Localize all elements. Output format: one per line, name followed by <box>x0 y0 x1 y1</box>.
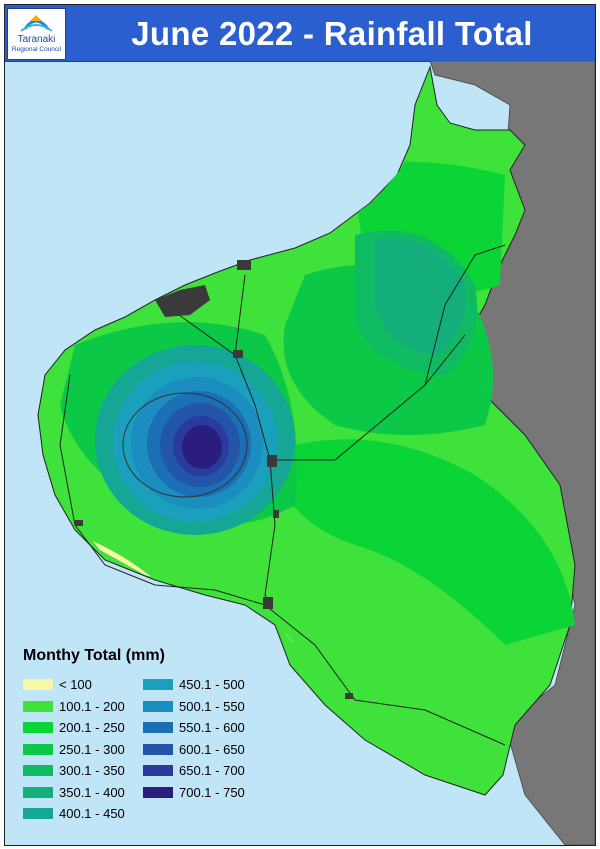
legend-item: 650.1 - 700 <box>143 763 283 778</box>
legend-item: 550.1 - 600 <box>143 720 283 735</box>
legend-item: 600.1 - 650 <box>143 741 283 757</box>
legend-swatch <box>23 722 53 733</box>
legend-label: 500.1 - 550 <box>179 698 245 714</box>
legend-label: 300.1 - 350 <box>59 763 125 778</box>
rainfall-map <box>37 61 595 845</box>
legend-label: 550.1 - 600 <box>179 720 245 735</box>
legend-swatch <box>143 722 173 733</box>
legend-swatch <box>23 743 53 755</box>
legend-swatch <box>143 743 173 755</box>
zone-200-250 <box>275 439 575 645</box>
legend-title: Monthy Total (mm) <box>23 647 165 664</box>
zone-700-750 <box>182 425 222 469</box>
zone-350-400 <box>375 238 466 355</box>
legend-item: 700.1 - 750 <box>143 784 283 800</box>
legend-swatch <box>23 808 53 819</box>
legend-label: 100.1 - 200 <box>59 698 125 714</box>
legend-label: 600.1 - 650 <box>179 741 245 757</box>
legend-swatch <box>143 700 173 712</box>
legend-label: 650.1 - 700 <box>179 763 245 778</box>
legend-item: 350.1 - 400 <box>23 784 163 800</box>
legend-swatch <box>143 765 173 776</box>
legend-swatch <box>143 786 173 798</box>
legend-swatch <box>23 679 53 690</box>
legend-label: 450.1 - 500 <box>179 677 245 692</box>
legend-item: 100.1 - 200 <box>23 698 163 714</box>
legend-item: 250.1 - 300 <box>23 741 163 757</box>
legend-label: 400.1 - 450 <box>59 806 125 821</box>
legend-item: 500.1 - 550 <box>143 698 283 714</box>
legend-item: 400.1 - 450 <box>23 806 163 821</box>
legend-item: 450.1 - 500 <box>143 677 283 692</box>
legend-swatch <box>143 679 173 690</box>
logo-text-line2: Regional Council <box>11 46 62 53</box>
legend-label: 700.1 - 750 <box>179 784 245 800</box>
legend-item: 300.1 - 350 <box>23 763 163 778</box>
legend-swatch <box>23 700 53 712</box>
map-frame: Taranaki Regional Council June 2022 - Ra… <box>4 4 596 846</box>
map-header: Taranaki Regional Council June 2022 - Ra… <box>5 5 595 62</box>
legend-label: 350.1 - 400 <box>59 784 125 800</box>
council-logo: Taranaki Regional Council <box>7 8 66 60</box>
park-boundary <box>122 392 248 498</box>
urban-areas <box>75 260 353 699</box>
legend-item: < 100 <box>23 677 163 692</box>
map-legend: Monthy Total (mm) < 100 100.1 - 200 200.1 … <box>19 647 319 827</box>
logo-mountain-icon <box>20 15 53 32</box>
legend-label: < 100 <box>59 677 92 692</box>
legend-item: 200.1 - 250 <box>23 720 163 735</box>
legend-label: 250.1 - 300 <box>59 741 125 757</box>
legend-swatch <box>23 765 53 776</box>
map-title: June 2022 - Rainfall Total <box>131 15 533 52</box>
legend-swatch <box>23 786 53 798</box>
logo-text-line1: Taranaki <box>17 34 56 45</box>
legend-label: 200.1 - 250 <box>59 720 125 735</box>
